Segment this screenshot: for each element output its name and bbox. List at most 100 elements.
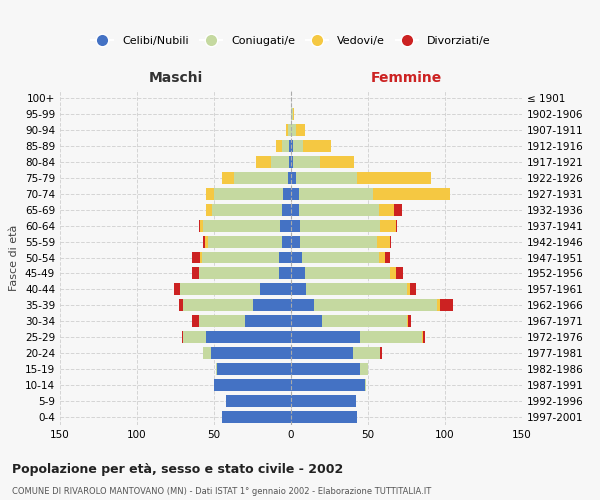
- Bar: [291, 411, 357, 423]
- Bar: [440, 300, 453, 312]
- Bar: [408, 316, 411, 328]
- Legend: Celibi/Nubili, Coniugati/e, Vedovi/e, Divorziati/e: Celibi/Nubili, Coniugati/e, Vedovi/e, Di…: [86, 32, 496, 51]
- Bar: [380, 220, 396, 232]
- Bar: [424, 332, 425, 343]
- Bar: [377, 236, 389, 248]
- Bar: [304, 140, 331, 152]
- Bar: [299, 204, 379, 216]
- Bar: [291, 300, 314, 312]
- Bar: [217, 363, 291, 375]
- Bar: [203, 220, 280, 232]
- Bar: [360, 332, 422, 343]
- Bar: [299, 188, 373, 200]
- Bar: [275, 140, 282, 152]
- Bar: [293, 108, 294, 120]
- Bar: [174, 284, 180, 296]
- Y-axis label: Fasce di età: Fasce di età: [10, 224, 19, 290]
- Bar: [296, 124, 305, 136]
- Bar: [215, 363, 217, 375]
- Bar: [291, 124, 296, 136]
- Bar: [291, 204, 299, 216]
- Bar: [293, 140, 304, 152]
- Bar: [226, 395, 291, 407]
- Bar: [205, 236, 208, 248]
- Bar: [291, 363, 360, 375]
- Bar: [314, 300, 437, 312]
- Bar: [202, 252, 278, 264]
- Bar: [380, 347, 382, 359]
- Bar: [410, 284, 416, 296]
- Bar: [271, 156, 289, 168]
- Bar: [291, 379, 365, 391]
- Bar: [222, 411, 291, 423]
- Bar: [245, 316, 291, 328]
- Bar: [212, 204, 282, 216]
- Bar: [389, 236, 391, 248]
- Bar: [282, 204, 291, 216]
- Bar: [253, 300, 291, 312]
- Bar: [283, 188, 291, 200]
- Bar: [222, 172, 234, 184]
- Bar: [320, 156, 354, 168]
- Bar: [256, 156, 271, 168]
- Bar: [288, 124, 291, 136]
- Bar: [291, 156, 293, 168]
- Bar: [282, 140, 289, 152]
- Bar: [300, 220, 380, 232]
- Bar: [200, 252, 202, 264]
- Bar: [193, 268, 199, 280]
- Text: Popolazione per età, sesso e stato civile - 2002: Popolazione per età, sesso e stato civil…: [12, 462, 343, 475]
- Bar: [180, 284, 260, 296]
- Bar: [193, 316, 199, 328]
- Bar: [282, 236, 291, 248]
- Text: COMUNE DI RIVAROLO MANTOVANO (MN) - Dati ISTAT 1° gennaio 2002 - Elaborazione TU: COMUNE DI RIVAROLO MANTOVANO (MN) - Dati…: [12, 488, 431, 496]
- Bar: [291, 108, 293, 120]
- Bar: [291, 284, 307, 296]
- Bar: [291, 395, 356, 407]
- Bar: [353, 347, 380, 359]
- Bar: [278, 268, 291, 280]
- Bar: [214, 379, 291, 391]
- Bar: [302, 252, 379, 264]
- Bar: [203, 347, 211, 359]
- Bar: [291, 316, 322, 328]
- Bar: [373, 188, 449, 200]
- Bar: [179, 300, 183, 312]
- Bar: [296, 172, 357, 184]
- Bar: [206, 188, 214, 200]
- Bar: [437, 300, 440, 312]
- Bar: [394, 204, 402, 216]
- Bar: [322, 316, 407, 328]
- Bar: [206, 204, 212, 216]
- Bar: [211, 347, 291, 359]
- Bar: [260, 284, 291, 296]
- Bar: [360, 363, 368, 375]
- Bar: [396, 268, 403, 280]
- Bar: [307, 284, 407, 296]
- Bar: [234, 172, 288, 184]
- Bar: [183, 332, 206, 343]
- Bar: [293, 156, 320, 168]
- Bar: [200, 220, 203, 232]
- Bar: [396, 220, 397, 232]
- Bar: [407, 316, 408, 328]
- Bar: [182, 332, 183, 343]
- Text: Femmine: Femmine: [371, 71, 442, 85]
- Bar: [291, 347, 353, 359]
- Bar: [206, 332, 291, 343]
- Bar: [422, 332, 424, 343]
- Bar: [286, 124, 288, 136]
- Bar: [365, 379, 367, 391]
- Bar: [305, 268, 389, 280]
- Bar: [278, 252, 291, 264]
- Bar: [199, 268, 278, 280]
- Bar: [357, 172, 431, 184]
- Text: Maschi: Maschi: [148, 71, 203, 85]
- Bar: [291, 252, 302, 264]
- Bar: [291, 220, 300, 232]
- Bar: [199, 220, 200, 232]
- Bar: [379, 204, 394, 216]
- Bar: [379, 252, 385, 264]
- Bar: [389, 268, 396, 280]
- Bar: [291, 172, 296, 184]
